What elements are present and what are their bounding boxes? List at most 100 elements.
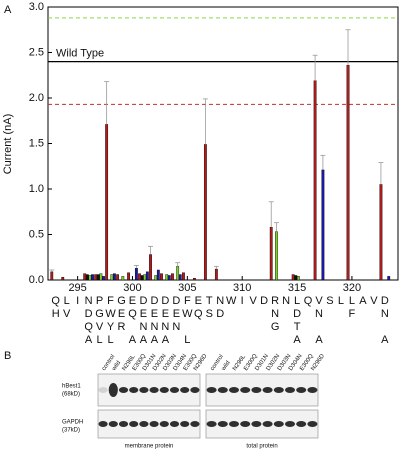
residue-letter: E	[129, 295, 136, 307]
mutation-letter: N	[161, 321, 169, 333]
x-tick-label: 305	[178, 282, 196, 294]
residue-letter: V	[370, 295, 378, 307]
bar	[105, 124, 109, 281]
blot-band	[228, 387, 240, 393]
bar	[102, 276, 105, 281]
mutation-letter: W	[182, 308, 193, 320]
mutation-letter: Q	[194, 308, 203, 320]
bar	[269, 227, 273, 281]
blot-band	[217, 421, 228, 427]
blot-band	[98, 421, 108, 427]
x-tick-label: 310	[233, 282, 251, 294]
bar	[156, 269, 160, 281]
blot-band	[129, 421, 139, 427]
mutation-letter: V	[96, 321, 104, 333]
blot-band	[307, 387, 318, 393]
blot-caption: membrane protein	[125, 444, 174, 450]
blot-band	[118, 387, 129, 393]
mutation-letter: W	[105, 308, 116, 320]
residue-letter: T	[206, 295, 213, 307]
blot-band	[129, 387, 139, 393]
mutation-letter: A	[293, 334, 301, 346]
bar	[171, 273, 174, 281]
mutation-letter: L	[184, 334, 190, 346]
blot-band	[228, 421, 240, 427]
x-tick-label: 320	[343, 282, 361, 294]
residue-letter: N	[216, 295, 224, 307]
residue-letter: Q	[51, 295, 60, 307]
residue-letter: Q	[304, 295, 313, 307]
residue-letter: V	[250, 295, 258, 307]
bar	[140, 275, 144, 281]
mutation-letter: L	[107, 334, 113, 346]
blot-band	[169, 421, 180, 427]
bar	[291, 274, 295, 281]
residue-letter: E	[195, 295, 202, 307]
blot-band	[139, 421, 149, 427]
residue-letter: R	[271, 295, 279, 307]
blot-band	[262, 421, 273, 427]
blot-band	[273, 421, 284, 427]
mutation-letter: A	[140, 334, 148, 346]
mutation-letter: A	[85, 334, 93, 346]
bar	[387, 276, 391, 281]
mutation-letter: A	[381, 334, 389, 346]
residue-letter: L	[294, 295, 300, 307]
mutation-letter: D	[293, 308, 301, 320]
bar	[321, 169, 325, 281]
bar	[50, 271, 54, 281]
mutation-letter: G	[95, 308, 104, 320]
mutation-letter: V	[63, 308, 71, 320]
blot-band	[296, 387, 307, 393]
bar	[296, 276, 300, 281]
mutation-letter: N	[150, 321, 158, 333]
bar	[275, 231, 278, 281]
bar	[379, 184, 383, 281]
bar	[127, 272, 130, 281]
bar	[346, 65, 350, 281]
row-label: GAPDH	[62, 420, 83, 426]
residue-letter: D	[172, 295, 180, 307]
bar	[61, 277, 65, 281]
row-size: (68kD)	[62, 392, 80, 398]
y-tick-label: 2.5	[29, 46, 44, 58]
blot-band	[159, 421, 169, 427]
x-tick-label: 295	[68, 282, 86, 294]
y-tick-label: 3.0	[29, 1, 44, 13]
blot-band	[273, 387, 284, 393]
bar	[145, 271, 149, 281]
blot-band	[240, 387, 251, 393]
bar	[121, 276, 125, 281]
mutation-letter: E	[140, 308, 147, 320]
y-tick-label: 1.5	[29, 137, 44, 149]
residue-letter: A	[359, 295, 367, 307]
residue-letter: S	[326, 295, 333, 307]
bar	[138, 273, 141, 281]
bar	[96, 274, 100, 281]
blot-band	[108, 383, 118, 397]
bar	[167, 275, 171, 281]
blot-band	[296, 421, 307, 427]
bar	[99, 273, 103, 281]
residue-letter: I	[241, 295, 244, 307]
residue-letter: N	[85, 295, 93, 307]
mutation-letter: Q	[128, 308, 137, 320]
blot-band	[284, 387, 296, 393]
bar	[176, 266, 180, 281]
residue-letter: D	[260, 295, 268, 307]
mutation-letter: A	[151, 334, 159, 346]
row-label: hBest1	[62, 384, 81, 390]
mutation-letter: F	[349, 308, 356, 320]
mutation-letter: N	[271, 308, 279, 320]
mutation-letter: E	[162, 308, 169, 320]
residue-letter: D	[161, 295, 169, 307]
bar	[143, 274, 147, 281]
bar	[149, 254, 152, 281]
row-size: (37kD)	[62, 428, 80, 434]
blot-band	[190, 387, 200, 393]
blot-band	[149, 421, 159, 427]
x-tick-label: 315	[288, 282, 306, 294]
mutation-letter: E	[118, 308, 125, 320]
residue-letter: W	[226, 295, 237, 307]
residue-letter: G	[117, 295, 126, 307]
